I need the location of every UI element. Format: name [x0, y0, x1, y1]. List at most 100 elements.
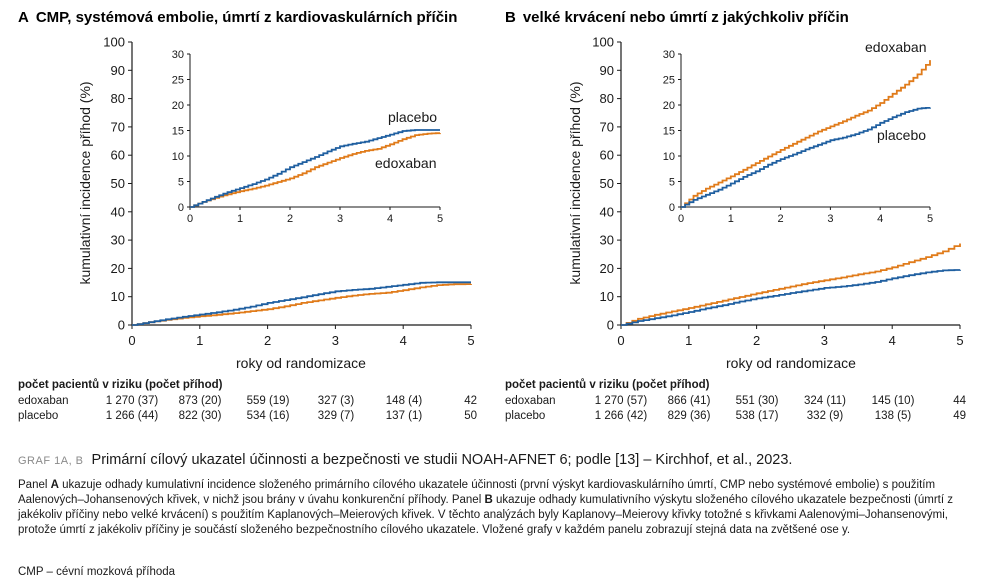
x-tick-label: 0 [617, 333, 624, 348]
x-tick-label: 4 [400, 333, 407, 348]
figure: A CMP, systémová embolie, úmrtí z kardiov… [18, 9, 967, 422]
risk-cell: 148 (4) [386, 395, 423, 407]
series-label-placebo: placebo [877, 127, 926, 143]
inset-series-line-edoxaban [681, 60, 931, 208]
x-tick-label: 5 [467, 333, 474, 348]
inset-series-line-placebo [681, 107, 931, 208]
risk-cell: 822 (30) [179, 410, 222, 422]
y-tick-label: 40 [600, 204, 614, 219]
risk-table: počet pacientů v riziku (počet příhod) ed… [505, 379, 967, 422]
inset-x-tick-label: 5 [927, 213, 933, 225]
inset-x-tick-label: 2 [287, 213, 293, 225]
x-tick-label: 0 [128, 333, 135, 348]
y-tick-label: 90 [111, 63, 125, 78]
series-label-placebo: placebo [388, 109, 437, 125]
y-axis-label: kumulativní incidence příhod (%) [77, 81, 93, 284]
y-tick-label: 80 [600, 91, 614, 106]
inset-y-tick-label: 0 [669, 202, 675, 214]
risk-cell: 44 [953, 395, 966, 407]
x-tick-label: 1 [685, 333, 692, 348]
inset-x-tick-label: 1 [237, 213, 243, 225]
y-tick-label: 10 [111, 289, 125, 304]
panel-title-text: velké krvácení nebo úmrtí z jakýchkoliv … [523, 9, 849, 26]
inset-x-tick-label: 3 [337, 213, 343, 225]
inset-y-tick-label: 15 [172, 126, 184, 138]
series-line-placebo [132, 281, 471, 326]
inset-chart: 0 5 10 15 20 25 30 0 1 2 3 4 5 edoxaban placebo [663, 39, 933, 225]
y-tick-label: 80 [111, 91, 125, 106]
risk-cell: 559 (19) [247, 395, 290, 407]
risk-row-name: placebo [505, 410, 545, 422]
inset-x-tick-label: 5 [437, 213, 443, 225]
inset-y-tick-label: 15 [663, 126, 675, 138]
series-line-placebo [621, 269, 961, 326]
risk-cell: 49 [953, 410, 966, 422]
y-axis-label: kumulativní incidence příhod (%) [567, 81, 583, 284]
risk-cell: 1 266 (42) [595, 410, 648, 422]
inset-y-tick-label: 25 [663, 75, 675, 87]
inset-x-tick-label: 2 [778, 213, 784, 225]
caption-title-text: Primární cílový ukazatel účinnosti a bez… [91, 452, 793, 468]
caption-tag: GRAF 1A, B [18, 455, 84, 467]
y-tick-label: 20 [600, 261, 614, 276]
risk-cell: 534 (16) [247, 410, 290, 422]
x-tick-label: 4 [889, 333, 896, 348]
risk-cell: 50 [464, 410, 477, 422]
y-tick-label: 30 [600, 233, 614, 248]
risk-row-name: placebo [18, 410, 58, 422]
y-tick-label: 0 [118, 318, 125, 333]
inset-y-tick-label: 20 [663, 100, 675, 112]
x-axis-label: roky od randomizace [726, 355, 856, 371]
inset-x-tick-label: 4 [877, 213, 883, 225]
risk-table: počet pacientů v riziku (počet příhod) ed… [18, 379, 477, 422]
y-tick-label: 40 [111, 204, 125, 219]
panel-a: A CMP, systémová embolie, úmrtí z kardiov… [18, 9, 477, 422]
caption-text: ukazuje odhady kumulativní incidence slo… [18, 479, 936, 506]
inset-y-tick-label: 10 [663, 151, 675, 163]
y-tick-label: 60 [600, 148, 614, 163]
inset-y-tick-label: 5 [178, 177, 184, 189]
inset-y-tick-label: 25 [172, 75, 184, 87]
risk-cell: 1 270 (57) [595, 395, 648, 407]
y-tick-label: 50 [111, 176, 125, 191]
caption-title: GRAF 1A, B Primární cílový ukazatel účinn… [18, 452, 978, 468]
y-tick-label: 90 [600, 63, 614, 78]
inset-x-tick-label: 3 [827, 213, 833, 225]
y-tick-label: 100 [592, 35, 614, 50]
x-tick-label: 3 [332, 333, 339, 348]
risk-table-header: počet pacientů v riziku (počet příhod) [505, 379, 710, 391]
y-tick-label: 70 [111, 119, 125, 134]
x-tick-label: 2 [753, 333, 760, 348]
risk-cell: 1 270 (37) [106, 395, 159, 407]
risk-cell: 138 (5) [875, 410, 912, 422]
risk-row-name: edoxaban [505, 395, 556, 407]
risk-cell: 873 (20) [179, 395, 222, 407]
y-tick-label: 50 [600, 176, 614, 191]
risk-cell: 332 (9) [807, 410, 844, 422]
inset-y-tick-label: 30 [172, 49, 184, 61]
caption-text: ukazuje odhady kumulativního výskytu slo… [18, 494, 954, 536]
series-label-edoxaban: edoxaban [375, 155, 437, 171]
x-tick-label: 3 [821, 333, 828, 348]
caption-panel-b: B [484, 494, 493, 506]
x-tick-label: 2 [264, 333, 271, 348]
y-tick-label: 70 [600, 119, 614, 134]
risk-cell: 551 (30) [736, 395, 779, 407]
inset-x-tick-label: 1 [728, 213, 734, 225]
y-tick-label: 30 [111, 233, 125, 248]
risk-cell: 145 (10) [872, 395, 915, 407]
risk-cell: 829 (36) [668, 410, 711, 422]
x-tick-label: 5 [956, 333, 963, 348]
inset-y-tick-label: 10 [172, 151, 184, 163]
inset-series-line-placebo [190, 129, 440, 208]
y-tick-label: 10 [600, 289, 614, 304]
y-tick-label: 0 [607, 318, 614, 333]
risk-cell: 538 (17) [736, 410, 779, 422]
risk-cell: 137 (1) [386, 410, 423, 422]
risk-cell: 324 (11) [804, 395, 846, 407]
inset-x-tick-label: 0 [678, 213, 684, 225]
x-axis-label: roky od randomizace [236, 355, 366, 371]
y-tick-label: 100 [103, 35, 125, 50]
